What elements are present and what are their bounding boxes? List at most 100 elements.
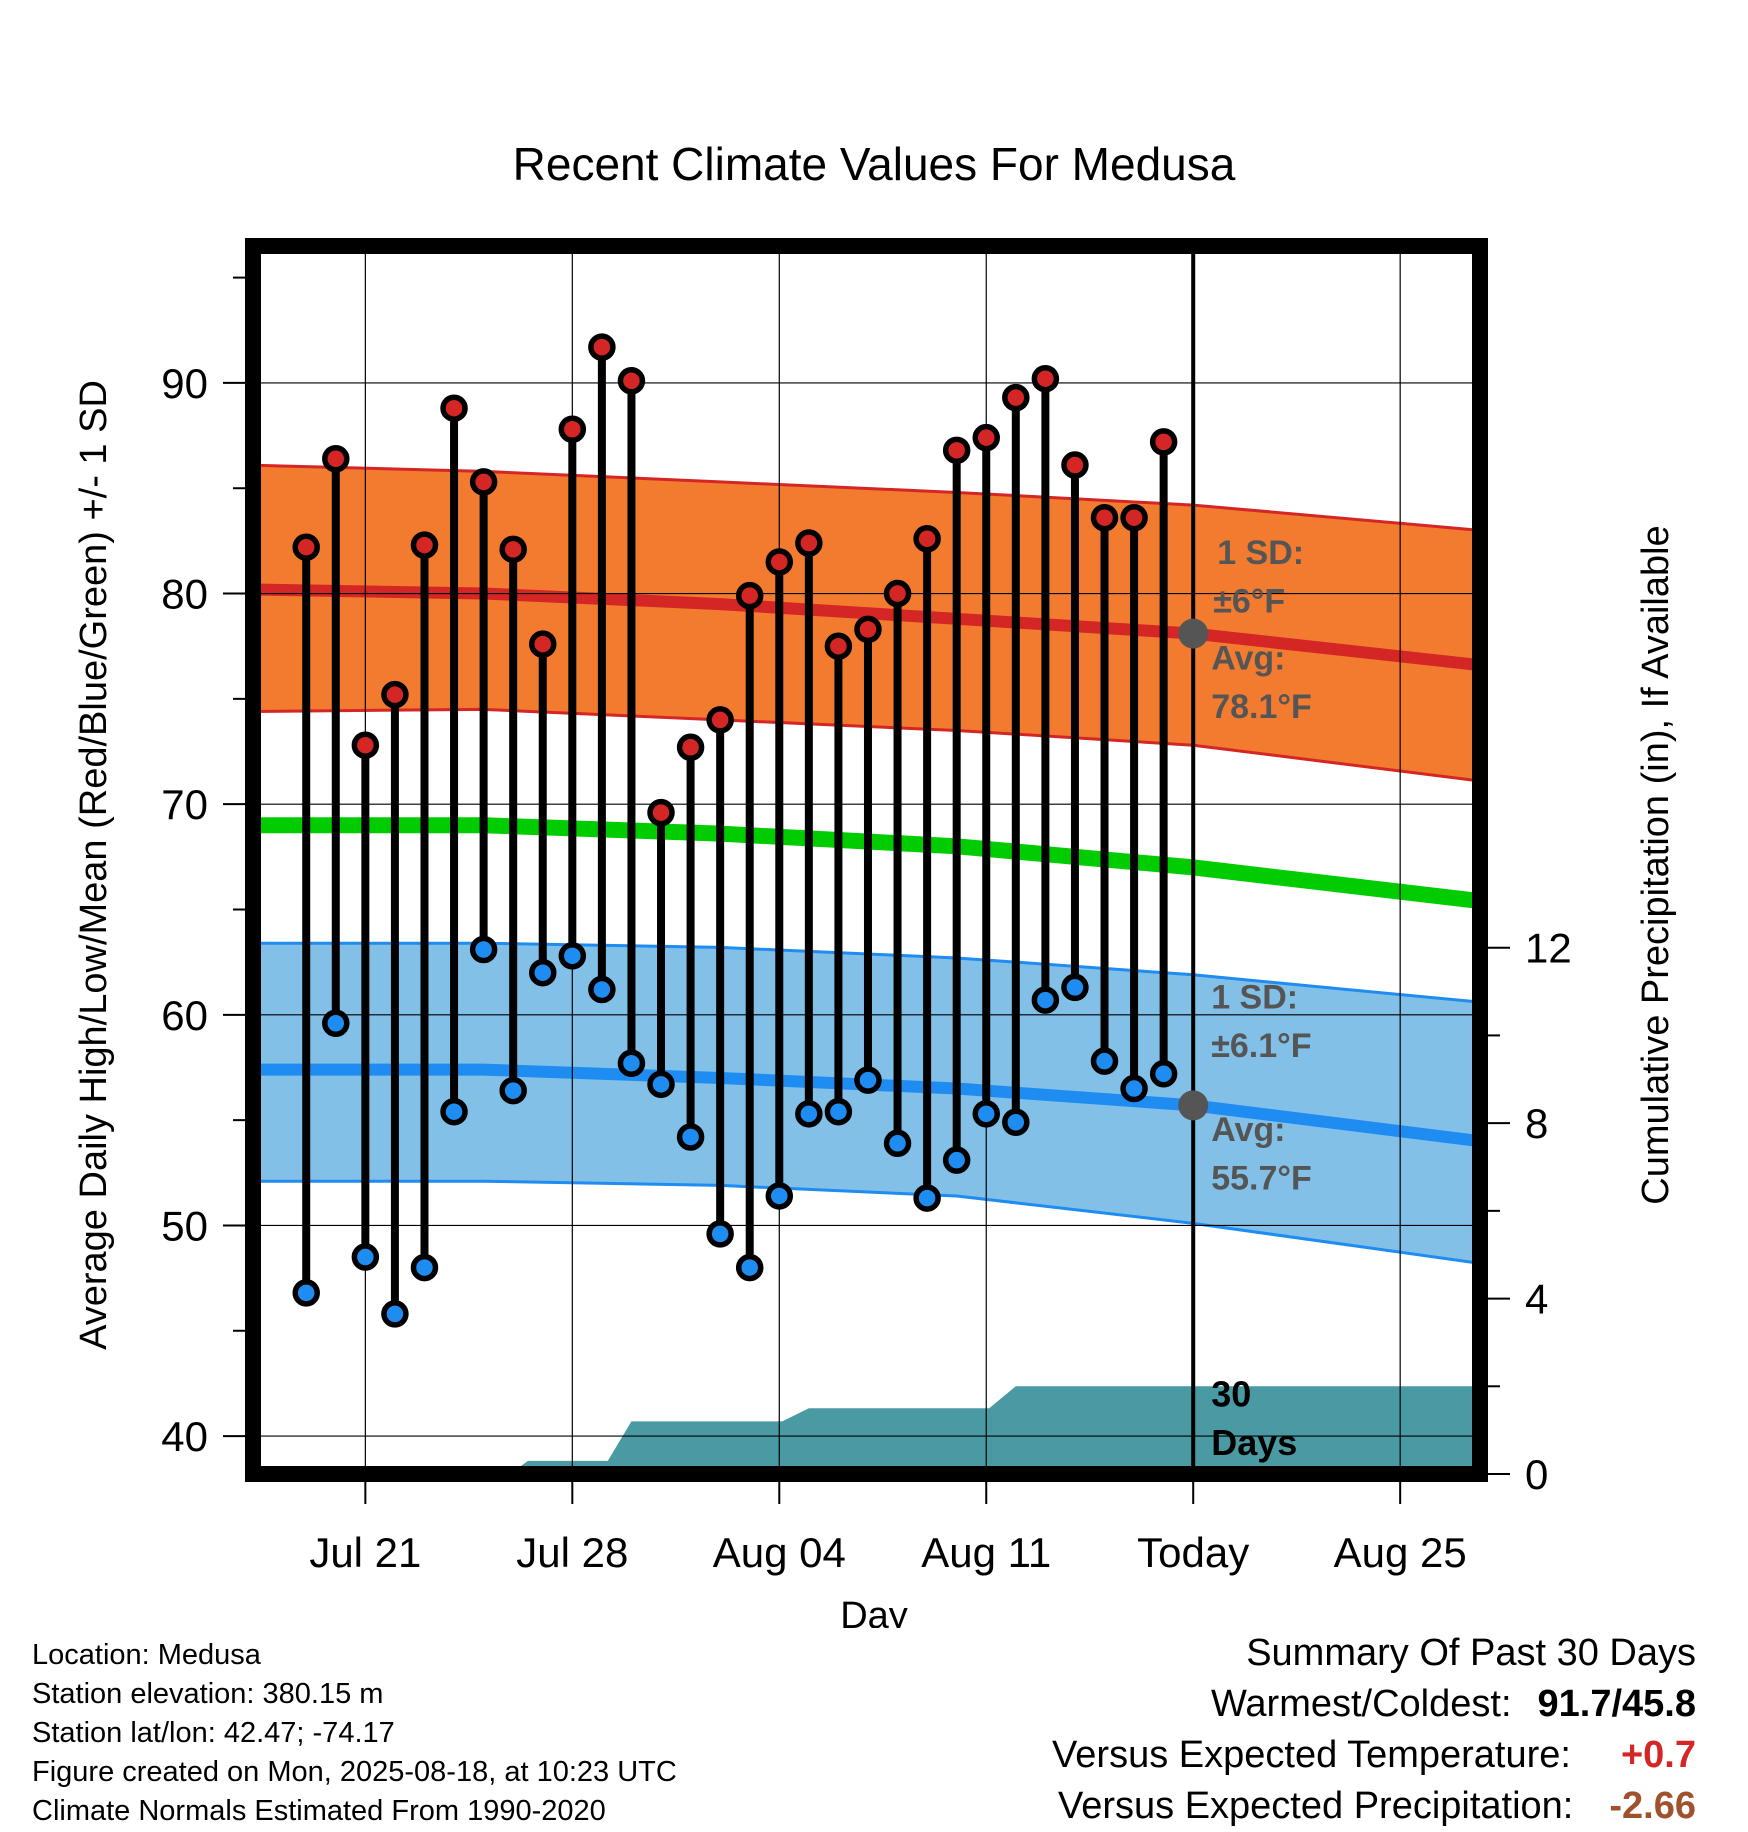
x-tick-label-3: Aug 11 [921, 1529, 1051, 1576]
high-point-25 [1002, 383, 1030, 412]
temp-label: Versus Expected Temperature: [1052, 1734, 1571, 1776]
latlon-text: Station lat/lon: 42.47; -74.17 [32, 1717, 395, 1749]
high-point-4 [381, 680, 409, 709]
y2-tick-label-0: 0 [1525, 1451, 1548, 1498]
low-point-30 [1149, 1060, 1178, 1088]
high-sd-annotation-value: ±6°F [1213, 583, 1285, 621]
y2-tick-label-8: 8 [1525, 1100, 1548, 1147]
warmest-label: Warmest/Coldest: [1210, 1683, 1512, 1725]
low-sd-band [253, 943, 1480, 1264]
high-point-22 [913, 525, 941, 553]
climate-chart: Recent Climate Values For Medusa 1 SD: ±6… [73, 138, 1677, 1628]
high-avg-annotation-title: Avg: [1211, 639, 1285, 677]
y2-tick-label-4: 4 [1525, 1276, 1548, 1323]
precip-row: Versus Expected Precipitation: -2.66 [1052, 1781, 1696, 1832]
x-axis-label: Day [840, 1595, 908, 1628]
low-point-26 [1031, 986, 1060, 1014]
low-sd-lower-line [253, 1179, 1480, 1265]
x-tick-label-0: Jul 21 [309, 1529, 421, 1576]
precip-value: -2.66 [1609, 1785, 1696, 1827]
high-point-10 [558, 415, 587, 444]
x-tick-label-4: Today [1137, 1529, 1249, 1576]
high-point-3 [351, 731, 380, 759]
low-sd-annotation-value: ±6.1°F [1211, 1027, 1311, 1065]
low-point-11 [588, 975, 616, 1004]
y-tick-label-60: 60 [161, 992, 208, 1039]
precip-area [510, 1386, 1480, 1474]
normal-high-line [253, 583, 1480, 672]
high-point-2 [322, 444, 350, 473]
low-point-5 [410, 1253, 439, 1282]
high-point-26 [1031, 364, 1060, 393]
high-point-7 [469, 468, 498, 496]
low-point-7 [469, 935, 498, 964]
low-point-21 [883, 1129, 912, 1158]
low-point-8 [499, 1076, 527, 1105]
low-point-14 [676, 1123, 705, 1151]
low-point-17 [765, 1182, 794, 1210]
high-point-9 [528, 630, 557, 658]
low-point-29 [1120, 1074, 1148, 1103]
y-tick-label-80: 80 [161, 571, 208, 618]
low-point-27 [1061, 973, 1089, 1002]
x-tick-label-5: Aug 25 [1334, 1529, 1467, 1576]
y2-tick-label-12: 12 [1525, 925, 1572, 972]
high-point-19 [824, 632, 853, 660]
high-point-17 [765, 548, 794, 576]
today-high-normal-marker [1178, 618, 1209, 649]
high-point-15 [706, 706, 734, 734]
days-annotation-word: Days [1211, 1422, 1297, 1463]
y-tick-label-70: 70 [161, 781, 208, 828]
low-point-6 [440, 1097, 468, 1126]
y-tick-label-90: 90 [161, 360, 208, 407]
high-point-29 [1120, 503, 1148, 532]
high-sd-annotation-title: 1 SD: [1217, 534, 1304, 572]
low-avg-annotation-value: 55.7°F [1211, 1160, 1312, 1198]
today-low-normal-marker [1178, 1090, 1209, 1121]
y-axis-label: Average Daily High/Low/Mean (Red/Blue/Gr… [73, 380, 115, 1350]
x-tick-label-2: Aug 04 [713, 1529, 846, 1576]
plot-frame [245, 238, 1488, 1482]
low-point-13 [647, 1070, 675, 1099]
summary-panel: Summary Of Past 30 Days Warmest/Coldest:… [1052, 1628, 1696, 1832]
high-sd-upper-line [253, 463, 1480, 532]
low-point-1 [292, 1279, 320, 1307]
low-point-10 [558, 942, 587, 970]
low-point-18 [795, 1100, 823, 1128]
low-point-9 [528, 958, 557, 987]
low-point-20 [854, 1066, 882, 1094]
high-point-30 [1149, 428, 1178, 456]
low-point-23 [942, 1146, 971, 1174]
y-tick-label-40: 40 [161, 1413, 208, 1460]
high-point-12 [617, 367, 646, 395]
low-point-28 [1090, 1047, 1119, 1075]
y-tick-label-50: 50 [161, 1202, 208, 1249]
y2-axis-label: Cumulative Precipitation (in), If Availa… [1635, 525, 1677, 1204]
plot-area [253, 246, 1480, 1474]
high-point-23 [942, 436, 971, 465]
high-point-14 [676, 733, 705, 762]
high-point-18 [795, 529, 823, 557]
low-point-3 [351, 1243, 380, 1271]
elevation-text: Station elevation: 380.15 m [32, 1678, 384, 1710]
days-annotation-number: 30 [1211, 1374, 1251, 1415]
low-point-19 [824, 1097, 853, 1126]
high-point-16 [735, 581, 764, 610]
high-point-20 [854, 615, 882, 644]
warmest-value: 91.7/45.8 [1537, 1683, 1696, 1725]
low-point-24 [972, 1100, 1000, 1128]
low-point-2 [322, 1009, 350, 1037]
normal-mean-line [253, 817, 1480, 910]
high-point-21 [883, 579, 912, 608]
low-point-15 [706, 1220, 734, 1248]
low-avg-annotation-title: Avg: [1211, 1111, 1285, 1149]
high-point-27 [1061, 451, 1089, 479]
low-sd-annotation-title: 1 SD: [1211, 978, 1298, 1016]
low-point-22 [913, 1184, 941, 1212]
warmest-row: Warmest/Coldest: 91.7/45.8 [1052, 1679, 1696, 1730]
high-point-1 [292, 533, 320, 561]
high-point-6 [440, 394, 468, 422]
summary-title: Summary Of Past 30 Days [1246, 1632, 1696, 1674]
normals-text: Climate Normals Estimated From 1990-2020 [32, 1795, 606, 1827]
high-avg-annotation-value: 78.1°F [1211, 688, 1312, 726]
